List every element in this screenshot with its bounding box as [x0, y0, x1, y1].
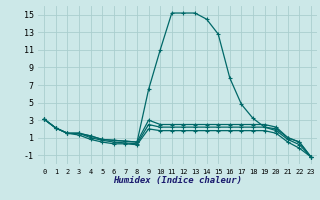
X-axis label: Humidex (Indice chaleur): Humidex (Indice chaleur) [113, 176, 242, 185]
